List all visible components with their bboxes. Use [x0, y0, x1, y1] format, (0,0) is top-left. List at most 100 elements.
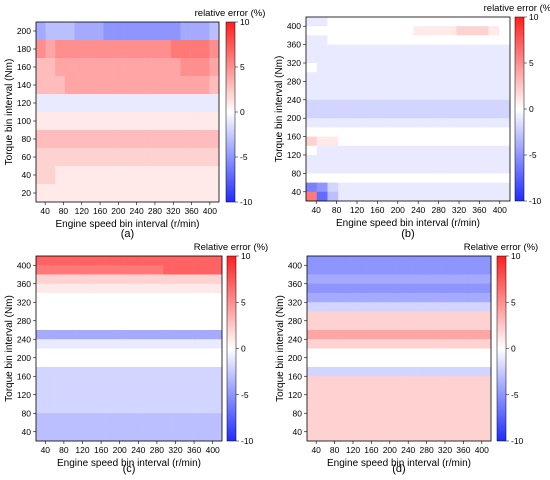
heatmap-cell — [359, 72, 371, 82]
heatmap-cell — [413, 283, 424, 294]
heatmap-cell — [359, 109, 371, 119]
heatmap-cell — [74, 130, 85, 149]
x-tick-label: 280 — [150, 445, 164, 455]
heatmap-cell — [163, 283, 174, 294]
heatmap-cell — [173, 293, 184, 303]
heatmap-cell — [182, 265, 193, 275]
heatmap-cell — [75, 293, 86, 303]
heatmap-cell — [84, 112, 95, 131]
heatmap-cell — [212, 376, 223, 386]
heatmap-cell — [424, 17, 436, 27]
heatmap-cell — [55, 256, 66, 266]
heatmap-cell — [124, 330, 135, 340]
heatmap-cell — [192, 283, 203, 294]
heatmap-cell — [338, 72, 350, 82]
heatmap-cell — [345, 348, 356, 359]
heatmap-cell — [55, 76, 66, 95]
heatmap-cell — [445, 182, 457, 193]
heatmap-cell — [445, 35, 457, 45]
heatmap-cell — [103, 130, 114, 149]
heatmap-cell — [65, 431, 76, 442]
heatmap-cell — [434, 136, 446, 147]
heatmap-cell — [180, 130, 191, 149]
x-tick-label: 360 — [187, 445, 201, 455]
heatmap-cell — [326, 404, 337, 414]
heatmap-cell — [413, 394, 424, 405]
heatmap-cell — [452, 357, 463, 368]
x-axis-label: Engine speed bin interval (r/min) — [57, 458, 201, 469]
heatmap-cell — [359, 164, 371, 174]
heatmap-cell — [307, 274, 317, 285]
heatmap-cell — [84, 166, 95, 185]
heatmap-cell — [84, 413, 96, 423]
heatmap-cell — [327, 155, 339, 165]
heatmap-cell — [467, 35, 479, 45]
heatmap-cell — [94, 330, 105, 340]
heatmap-cell — [64, 58, 75, 77]
heatmap-cell — [209, 94, 220, 113]
heatmap-cell — [348, 109, 360, 119]
heatmap-cell — [45, 348, 56, 359]
heatmap-cell — [424, 90, 436, 101]
heatmap-cell — [199, 94, 210, 113]
x-tick-label: 280 — [148, 206, 162, 216]
heatmap-cell — [488, 136, 500, 147]
heatmap-cell — [432, 404, 443, 414]
heatmap-cell — [55, 339, 66, 349]
heatmap-cell — [467, 44, 479, 55]
heatmap-cell — [307, 339, 317, 349]
heatmap-cell — [355, 302, 366, 312]
heatmap-cell — [306, 17, 318, 27]
colorbar-tick-label: -5 — [240, 152, 248, 162]
heatmap-cell — [413, 26, 425, 36]
heatmap-cell — [403, 367, 414, 377]
colorbar-tick-label: -10 — [529, 196, 542, 206]
heatmap-cell — [124, 274, 135, 285]
heatmap-cell — [327, 44, 339, 55]
heatmap-cell — [481, 274, 492, 285]
heatmap-cell — [306, 118, 318, 128]
heatmap-cell — [467, 109, 479, 119]
heatmap-cell — [212, 265, 223, 275]
heatmap-cell — [209, 76, 220, 95]
heatmap-cell — [461, 256, 472, 266]
heatmap-cell — [432, 431, 443, 442]
heatmap-cell — [381, 155, 393, 165]
heatmap-cell — [434, 44, 446, 55]
heatmap-cell — [391, 26, 403, 36]
heatmap-cell — [45, 94, 56, 113]
heatmap-cell — [173, 274, 184, 285]
heatmap-cell — [151, 148, 162, 167]
heatmap-cell — [391, 118, 403, 128]
heatmap-cell — [36, 265, 47, 275]
heatmap-cell — [477, 118, 489, 128]
heatmap-cell — [471, 265, 482, 275]
heatmap-cell — [55, 184, 66, 203]
heatmap-cell — [65, 283, 76, 294]
heatmap-cell — [192, 431, 203, 442]
heatmap-cell — [151, 184, 162, 203]
heatmap-cell — [370, 35, 382, 45]
heatmap-cell — [316, 136, 328, 147]
heatmap-cell — [402, 72, 414, 82]
colorbar-tick-label: -10 — [240, 197, 253, 207]
heatmap-cell — [141, 166, 152, 185]
heatmap-cell — [461, 283, 472, 294]
x-tick-label: 40 — [40, 206, 50, 216]
heatmap-cell — [402, 63, 414, 73]
heatmap-cell — [75, 422, 86, 433]
heatmap-cell — [307, 404, 317, 414]
heatmap-cell — [355, 422, 366, 433]
heatmap-cell — [365, 422, 376, 433]
heatmap-cell — [212, 431, 223, 442]
heatmap-cell — [402, 164, 414, 174]
heatmap-cell — [132, 58, 143, 77]
heatmap-cell — [432, 311, 443, 322]
heatmap-cell — [481, 256, 492, 266]
y-tick-label: 400 — [287, 21, 301, 31]
heatmap-cell — [64, 94, 75, 113]
heatmap-cell — [122, 22, 133, 41]
heatmap-cell — [104, 256, 115, 266]
heatmap-cell — [199, 184, 210, 203]
